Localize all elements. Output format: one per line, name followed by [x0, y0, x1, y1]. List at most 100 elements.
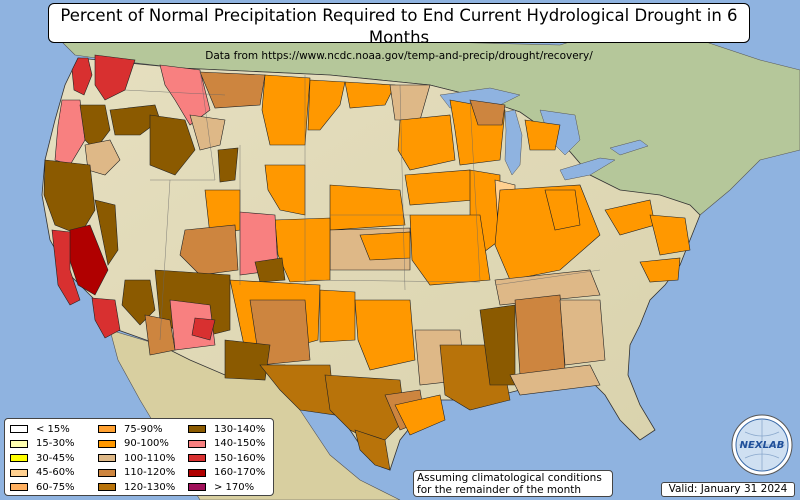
state-borders: [124, 69, 601, 341]
legend-item: 130-140%: [188, 422, 265, 437]
valid-date: Valid: January 31 2024: [661, 482, 795, 497]
legend-item: 120-130%: [98, 480, 175, 495]
region-co-sw: [254, 257, 286, 283]
legend-swatch: [10, 483, 28, 492]
lake-michigan: [504, 109, 523, 176]
legend-label: > 170%: [214, 481, 255, 493]
legend-item: 45-60%: [10, 466, 75, 481]
region-ne-east: [329, 184, 406, 231]
region-ca-coast: [51, 229, 81, 306]
region-ia: [404, 169, 476, 206]
region-mi-lp: [524, 119, 561, 151]
legend-swatch: [188, 468, 206, 477]
region-ok: [354, 299, 416, 371]
legend-item: 150-160%: [188, 451, 265, 466]
legend-swatch: [10, 425, 28, 434]
lake-ontario: [609, 139, 649, 156]
legend-label: 45-60%: [36, 467, 75, 479]
note-line-1: Assuming climatological conditions: [417, 472, 602, 484]
logo-text: NEXLAB: [740, 440, 785, 451]
legend-item: 15-30%: [10, 437, 75, 452]
legend-column-1: < 15% 15-30% 30-45% 45-60% 60-75%: [10, 422, 75, 495]
legend-item: 110-120%: [98, 466, 175, 481]
legend-label: 60-75%: [36, 481, 75, 493]
legend-label: 140-150%: [214, 438, 266, 450]
legend-item: 140-150%: [188, 437, 265, 452]
drought-regions: [43, 54, 691, 471]
region-id-central: [149, 114, 196, 176]
legend-swatch: [188, 454, 206, 463]
region-mo: [409, 214, 491, 286]
map-title: Percent of Normal Precipitation Required…: [60, 6, 738, 47]
legend-label: 100-110%: [124, 452, 176, 464]
region-ca-south: [91, 297, 121, 339]
legend-label: 150-160%: [214, 452, 266, 464]
region-az-se: [191, 317, 216, 341]
legend-label: 110-120%: [124, 467, 176, 479]
region-nd-west: [307, 79, 346, 131]
legend-item: < 15%: [10, 422, 75, 437]
region-ca-east: [94, 199, 119, 266]
region-tx-west: [259, 364, 336, 416]
legend-label: 120-130%: [124, 481, 176, 493]
region-nm-south: [224, 339, 271, 381]
legend-swatch: [188, 483, 206, 492]
region-wy-west: [217, 147, 239, 183]
legend-swatch: [98, 483, 116, 492]
region-mt-central: [261, 74, 311, 146]
region-tx-coast: [394, 394, 446, 436]
legend-label: 90-100%: [124, 438, 169, 450]
legend-swatch: [10, 468, 28, 477]
note-line-2: for the remainder of the month: [417, 484, 582, 496]
legend-label: 75-90%: [124, 423, 163, 435]
legend-item: 30-45%: [10, 451, 75, 466]
region-co-east: [274, 217, 331, 283]
legend-swatch: [98, 468, 116, 477]
legend-item: > 170%: [188, 480, 265, 495]
legend-item: 160-170%: [188, 466, 265, 481]
lake-erie: [559, 157, 616, 181]
legend-item: 75-90%: [98, 422, 175, 437]
region-nc-se: [639, 257, 681, 283]
legend-swatch: [188, 425, 206, 434]
nexlab-logo: NEXLAB: [731, 414, 793, 476]
legend-label: < 15%: [36, 423, 70, 435]
region-nc: [649, 214, 691, 256]
legend-label: 15-30%: [36, 438, 75, 450]
legend-swatch: [10, 439, 28, 448]
region-mt-west: [199, 71, 266, 109]
legend-label: 160-170%: [214, 467, 266, 479]
region-ut-south: [179, 224, 239, 276]
region-ks-east: [359, 231, 411, 261]
region-al: [514, 294, 566, 376]
title-box: Percent of Normal Precipitation Required…: [48, 3, 750, 62]
legend: < 15% 15-30% 30-45% 45-60% 60-75% 75-90%…: [4, 418, 274, 496]
region-tx-south: [354, 429, 391, 471]
region-ga: [559, 299, 606, 366]
region-wa-cascades: [94, 54, 136, 101]
legend-label: 130-140%: [214, 423, 266, 435]
legend-swatch: [98, 454, 116, 463]
legend-column-3: 130-140% 140-150% 150-160% 160-170% > 17…: [188, 422, 265, 495]
region-wa-coast: [71, 57, 93, 96]
legend-swatch: [10, 454, 28, 463]
assumption-note: Assuming climatological conditions for t…: [413, 470, 613, 497]
legend-item: 60-75%: [10, 480, 75, 495]
legend-label: 30-45%: [36, 452, 75, 464]
legend-column-2: 75-90% 90-100% 100-110% 110-120% 120-130…: [98, 422, 175, 495]
region-or-west: [79, 104, 111, 151]
legend-swatch: [98, 425, 116, 434]
region-tx-panhandle: [319, 289, 356, 343]
region-wi-ne: [469, 99, 506, 126]
region-tn: [494, 269, 601, 306]
region-id-east: [189, 114, 226, 151]
legend-item: 100-110%: [98, 451, 175, 466]
legend-swatch: [98, 439, 116, 448]
legend-swatch: [188, 439, 206, 448]
region-ne-west: [264, 164, 306, 216]
region-nd-east: [344, 81, 396, 109]
map-subtitle: Data from https://www.ncdc.noaa.gov/temp…: [205, 50, 593, 62]
legend-item: 90-100%: [98, 437, 175, 452]
